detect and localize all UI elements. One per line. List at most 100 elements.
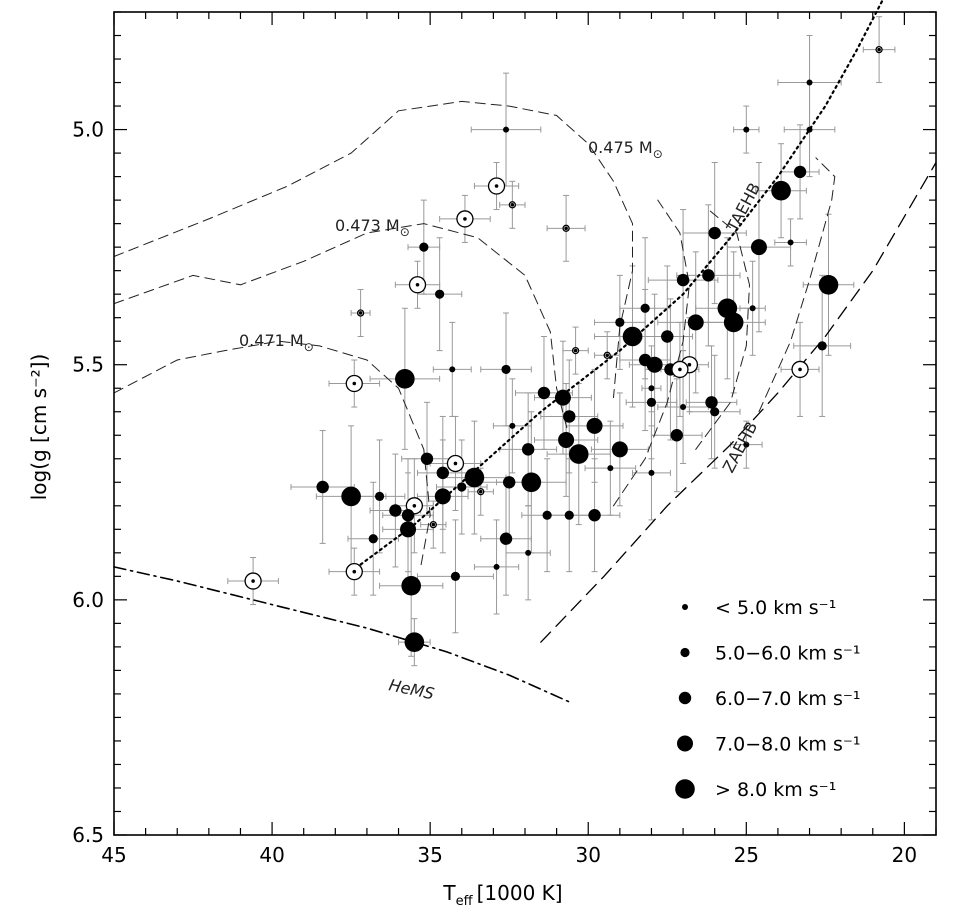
label-taehb: TAEHB — [722, 180, 764, 236]
data-point — [341, 486, 361, 507]
data-point — [563, 410, 576, 423]
curve-line — [540, 161, 937, 643]
data-point — [420, 452, 434, 465]
data-point — [435, 289, 445, 299]
data-point — [817, 341, 827, 351]
x-tick-label: 45 — [101, 843, 126, 867]
legend: < 5.0 km s⁻¹ 5.0−6.0 km s⁻¹ 6.0−7.0 km s⁻¹… — [675, 597, 861, 801]
data-point-center — [453, 461, 458, 466]
data-point — [502, 476, 516, 489]
data-point — [542, 510, 552, 520]
data-point — [743, 441, 750, 448]
curve-line — [113, 566, 574, 705]
data-point-center — [415, 282, 420, 287]
x-axis-title: Teff [1000 K] — [442, 881, 562, 909]
data-point — [680, 404, 687, 411]
data-point — [611, 441, 628, 458]
x-tick-label: 30 — [576, 843, 601, 867]
data-point — [404, 632, 425, 652]
label-0471-msun: 0.471 M⊙ — [239, 331, 314, 354]
x-tick-label: 40 — [259, 843, 284, 867]
data-point — [503, 126, 510, 133]
data-point — [787, 239, 794, 246]
data-point — [464, 467, 485, 488]
legend-marker — [677, 735, 693, 752]
data-point-center — [564, 226, 568, 231]
data-point — [588, 509, 601, 522]
data-point — [702, 269, 715, 282]
data-point — [646, 397, 657, 407]
data-point-center — [352, 569, 357, 574]
y-tick-label: 5.0 — [72, 118, 104, 142]
data-point — [564, 510, 574, 520]
data-point — [607, 465, 614, 472]
data-point — [400, 521, 417, 538]
data-point — [648, 469, 655, 476]
data-point-center — [605, 353, 609, 358]
data-point — [558, 431, 575, 448]
data-point — [793, 165, 807, 179]
data-point — [401, 509, 415, 522]
curve-line — [113, 100, 633, 399]
data-point — [316, 480, 329, 494]
data-point-center — [463, 217, 467, 221]
data-point — [708, 226, 721, 240]
data-point-center — [431, 522, 436, 527]
data-point — [687, 314, 704, 331]
data-point — [493, 563, 500, 570]
data-point — [568, 444, 589, 464]
curve-line — [613, 199, 690, 507]
points-layer — [244, 45, 883, 652]
data-point — [521, 472, 542, 493]
data-point — [743, 126, 750, 133]
data-point — [525, 549, 532, 556]
lines-layer — [113, 0, 937, 705]
data-point — [368, 534, 378, 544]
y-tick-label: 6.0 — [72, 588, 104, 612]
data-point — [646, 356, 663, 373]
y-axis-title: log(g [cm s⁻²]) — [27, 354, 51, 501]
legend-marker — [675, 779, 695, 799]
data-point — [521, 443, 535, 456]
data-point — [640, 303, 650, 313]
x-tick-label: 35 — [417, 843, 442, 867]
legend-marker — [680, 647, 690, 658]
legend-marker — [682, 604, 688, 610]
data-point — [648, 385, 655, 392]
data-point — [419, 242, 429, 252]
data-point — [615, 317, 625, 327]
data-point — [449, 366, 456, 373]
data-point — [661, 330, 674, 343]
data-point — [450, 571, 461, 581]
data-point — [749, 305, 756, 312]
data-point-center — [412, 504, 417, 508]
data-point — [586, 417, 603, 434]
curve-line — [350, 0, 884, 573]
data-point — [499, 532, 513, 545]
curve-line — [113, 340, 431, 568]
data-point — [750, 239, 767, 256]
label-0475-msun: 0.475 M⊙ — [588, 138, 663, 161]
data-point — [818, 274, 839, 295]
data-point — [622, 326, 643, 347]
data-point — [710, 407, 720, 417]
legend-marker — [678, 691, 692, 705]
y-tick-label: 6.5 — [72, 823, 104, 847]
data-point — [436, 466, 449, 480]
data-point — [501, 364, 511, 375]
data-point — [509, 422, 516, 429]
data-point — [395, 369, 415, 389]
data-point-center — [352, 381, 357, 386]
legend-label: 7.0−8.0 km s⁻¹ — [715, 734, 861, 756]
error-bars-layer — [227, 16, 896, 667]
data-point — [723, 312, 744, 333]
data-point — [389, 504, 402, 517]
data-point — [806, 126, 813, 133]
curve-line — [695, 209, 751, 450]
data-point-center — [877, 47, 881, 52]
curve-line — [758, 157, 836, 413]
data-point — [771, 180, 791, 201]
data-point — [806, 79, 813, 86]
y-tick-label: 5.5 — [72, 353, 104, 377]
